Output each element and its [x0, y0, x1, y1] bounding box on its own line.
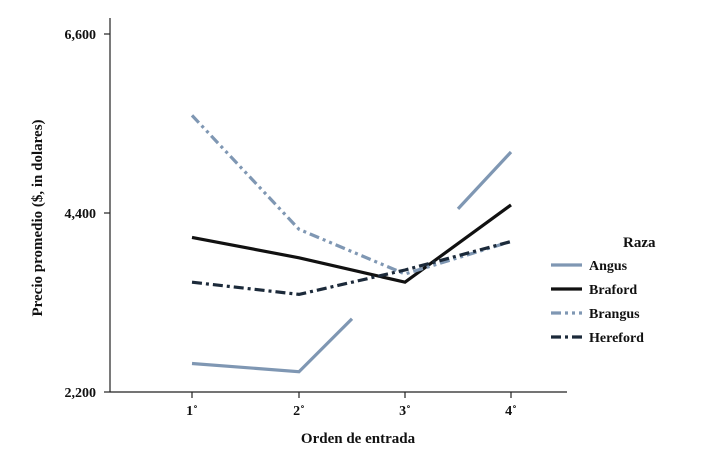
- x-axis-label: Orden de entrada: [301, 431, 416, 447]
- series-angus: [191, 150, 513, 374]
- legend-label-brangus: Brangus: [589, 307, 640, 322]
- series-brangus: [190, 114, 512, 276]
- series-layer: [190, 114, 513, 374]
- series-line-angus: [191, 317, 354, 374]
- y-axis-ticks: 6,600 4,400 2,200: [65, 28, 110, 401]
- series-braford: [191, 203, 512, 284]
- series-line-hereford: [191, 239, 512, 297]
- x-tick-label: 2˚: [293, 404, 305, 419]
- y-tick-label: 4,400: [65, 207, 97, 222]
- y-tick-label: 6,600: [65, 28, 97, 43]
- x-tick-label: 1˚: [186, 404, 198, 419]
- legend-label-hereford: Hereford: [589, 331, 644, 346]
- x-tick-label: 4˚: [505, 404, 517, 419]
- y-axis-label: Precio promedio ($, in dolares): [30, 119, 46, 316]
- series-line-braford: [191, 203, 512, 284]
- x-axis-ticks: 1˚ 2˚ 3˚ 4˚: [186, 392, 517, 419]
- legend-label-angus: Angus: [589, 259, 628, 274]
- y-tick-label: 2,200: [65, 386, 97, 401]
- legend-label-braford: Braford: [589, 283, 637, 298]
- legend: Raza Angus Braford Brangus Hereford: [551, 235, 656, 346]
- series-line-brangus: [190, 114, 512, 276]
- series-hereford: [191, 239, 512, 297]
- x-tick-label: 3˚: [399, 404, 411, 419]
- series-line-angus: [456, 150, 513, 210]
- legend-title: Raza: [623, 235, 656, 251]
